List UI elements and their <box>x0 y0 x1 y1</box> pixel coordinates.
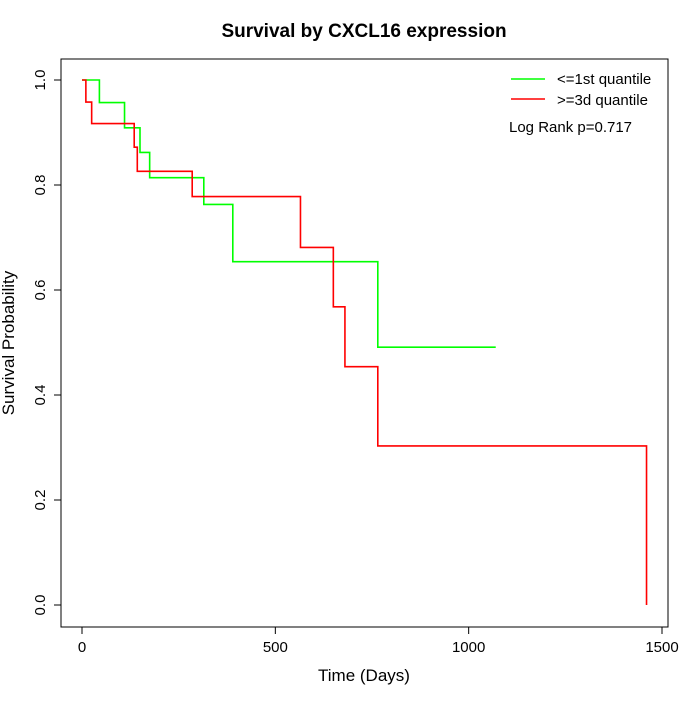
x-tick-label: 1500 <box>645 639 678 656</box>
series-layer <box>82 79 648 605</box>
x-tick-label: 500 <box>263 639 288 656</box>
y-tick-label: 0.4 <box>32 385 49 406</box>
series-line-low-quantile <box>82 79 496 349</box>
axis-layer: 0 500 1000 1500 0.0 0.2 0.4 0.6 0.8 1.0 <box>32 70 679 656</box>
y-axis-label: Survival Probability <box>0 270 18 415</box>
y-tick-label: 0.6 <box>32 280 49 301</box>
legend: <=1st quantile >=3d quantile <box>511 71 651 109</box>
chart-title: Survival by CXCL16 expression <box>221 21 506 42</box>
legend-label-high: >=3d quantile <box>557 92 648 109</box>
x-tick-label: 1000 <box>452 639 485 656</box>
y-tick-label: 1.0 <box>32 70 49 91</box>
series-line-high-quantile <box>82 79 648 605</box>
legend-label-low: <=1st quantile <box>557 71 651 88</box>
x-tick-label: 0 <box>78 639 86 656</box>
y-tick-label: 0.8 <box>32 175 49 196</box>
x-axis-label: Time (Days) <box>318 666 410 685</box>
y-tick-label: 0.0 <box>32 595 49 616</box>
log-rank-annotation: Log Rank p=0.717 <box>509 119 632 136</box>
y-tick-label: 0.2 <box>32 490 49 511</box>
